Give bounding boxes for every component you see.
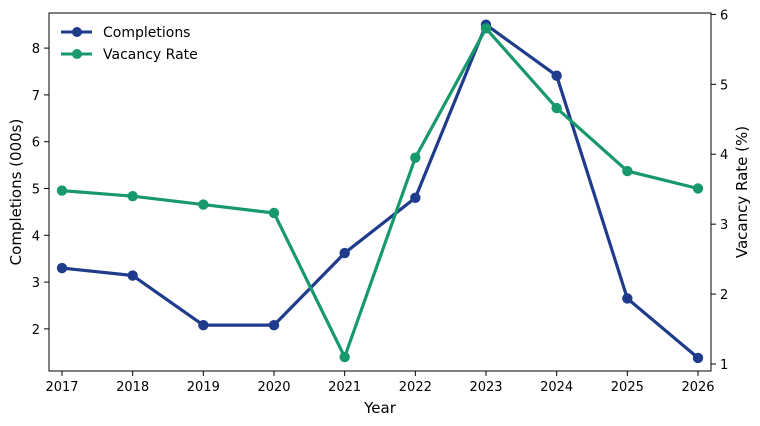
x-tick-label: 2020: [257, 380, 290, 395]
x-axis-ticks: 2017 2018 2019 2020 2021 2022 2023 2024 2025 2026: [45, 371, 715, 395]
right-y-tick-label: 1: [720, 358, 728, 373]
left-y-tick-label: 4: [32, 229, 40, 244]
left-y-tick-label: 7: [32, 89, 40, 104]
left-y-tick-label: 8: [32, 42, 40, 57]
legend-label-vacancy-rate: Vacancy Rate: [103, 47, 198, 63]
data-point-completions: [622, 293, 633, 304]
data-point-vacancy-rate: [622, 165, 633, 177]
right-y-tick-label: 4: [720, 148, 728, 163]
plot-area: [56, 19, 704, 364]
data-point-completions: [127, 270, 138, 281]
series-line-vacancy-rate: [60, 26, 700, 359]
plot-frame: [48, 12, 712, 372]
x-tick-label: 2024: [540, 380, 573, 395]
axes: [48, 12, 712, 372]
right-y-axis-ticks: 1 2 3 4 5 6: [711, 8, 728, 373]
right-y-axis-title: Vacancy Rate (%): [733, 126, 751, 258]
data-point-completions: [410, 192, 421, 204]
data-point-vacancy-rate: [692, 183, 704, 194]
left-y-tick-label: 5: [32, 182, 40, 197]
legend: Completions Vacancy Rate: [61, 25, 198, 63]
data-point-completions: [268, 319, 280, 331]
left-y-axis-title: Completions (000s): [7, 119, 25, 266]
x-tick-label: 2018: [116, 380, 149, 395]
data-point-completions: [692, 352, 704, 364]
left-y-tick-label: 2: [32, 323, 40, 338]
data-point-vacancy-rate: [198, 199, 209, 210]
x-tick-label: 2017: [45, 380, 78, 395]
series-line-completions: [60, 23, 700, 360]
x-tick-label: 2022: [399, 380, 432, 395]
x-tick-label: 2021: [328, 380, 361, 395]
x-tick-label: 2023: [469, 380, 502, 395]
x-tick-label: 2025: [611, 380, 644, 395]
legend-marker-completions: [72, 27, 82, 37]
data-point-completions: [551, 70, 562, 81]
x-tick-label: 2026: [681, 380, 714, 395]
data-point-vacancy-rate: [551, 102, 562, 114]
legend-label-completions: Completions: [103, 25, 190, 41]
left-y-axis-ticks: 2 3 4 5 6 7 8: [32, 42, 49, 338]
data-point-vacancy-rate: [410, 152, 421, 163]
x-axis-title: Year: [363, 399, 397, 417]
data-point-vacancy-rate: [127, 190, 138, 202]
data-point-vacancy-rate: [56, 185, 68, 196]
data-point-vacancy-rate: [339, 351, 350, 363]
right-y-tick-label: 3: [720, 218, 728, 233]
left-y-tick-label: 3: [32, 276, 40, 291]
right-y-tick-label: 5: [720, 78, 728, 93]
data-point-completions: [56, 262, 68, 274]
data-point-completions: [198, 319, 209, 331]
data-point-vacancy-rate: [480, 23, 492, 34]
left-y-tick-label: 6: [32, 136, 40, 151]
right-y-tick-label: 6: [720, 8, 728, 23]
x-tick-label: 2019: [187, 380, 220, 395]
legend-marker-vacancy-rate: [72, 49, 82, 59]
right-y-tick-label: 2: [720, 288, 728, 303]
data-point-completions: [339, 247, 350, 259]
data-point-vacancy-rate: [268, 207, 280, 219]
